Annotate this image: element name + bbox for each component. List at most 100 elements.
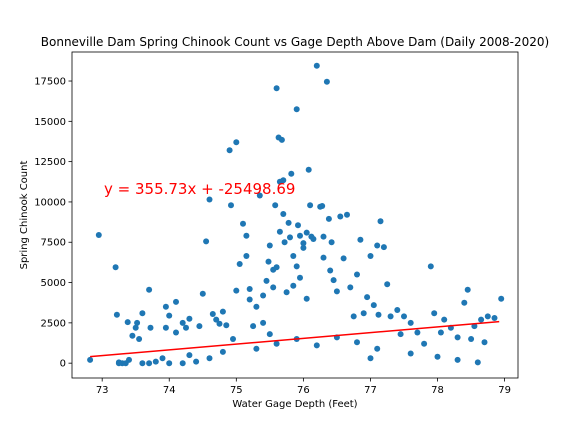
data-point — [310, 236, 317, 242]
data-point — [354, 271, 360, 278]
data-point — [285, 219, 292, 226]
data-point — [243, 253, 250, 259]
y-tick-label: 0 — [60, 359, 66, 370]
data-point — [377, 218, 384, 225]
data-point — [464, 286, 471, 293]
data-point — [303, 295, 310, 302]
data-point — [260, 292, 267, 299]
x-tick-label: 76 — [297, 385, 310, 396]
data-point — [280, 211, 287, 217]
data-point — [384, 281, 391, 288]
data-point — [146, 286, 153, 293]
y-tick-label: 7500 — [41, 238, 66, 249]
data-point — [300, 244, 307, 251]
data-point — [320, 233, 327, 240]
data-point — [283, 289, 290, 296]
data-point — [297, 232, 303, 239]
x-axis-label: Water Gage Depth (Feet) — [232, 399, 357, 410]
data-point — [146, 360, 153, 367]
data-point — [380, 244, 387, 251]
data-point — [357, 236, 364, 243]
data-point — [159, 355, 166, 362]
data-point — [270, 284, 277, 291]
data-point — [441, 316, 448, 323]
y-axis-ticks: 0 2500 5000 7500 10000 12500 15000 17500 — [34, 77, 72, 370]
data-point — [287, 234, 293, 241]
data-point — [434, 353, 441, 360]
data-point — [113, 311, 120, 318]
data-point — [243, 232, 250, 239]
data-point — [281, 239, 288, 246]
data-point — [246, 296, 253, 303]
data-point — [461, 299, 468, 306]
data-point — [132, 324, 139, 331]
data-point — [162, 303, 169, 310]
data-point — [278, 136, 285, 143]
data-point — [421, 340, 428, 347]
y-axis-label: Spring Chinook Count — [19, 161, 30, 270]
data-point — [414, 329, 421, 336]
data-point — [288, 170, 295, 177]
data-point — [213, 316, 220, 323]
data-point — [374, 242, 381, 249]
data-point — [407, 350, 414, 357]
data-point — [147, 324, 154, 331]
data-point — [375, 311, 382, 318]
data-point — [323, 78, 330, 85]
data-point — [139, 360, 146, 367]
data-point — [186, 352, 193, 359]
data-point — [265, 258, 272, 265]
data-point — [370, 302, 377, 309]
y-tick-label: 2500 — [41, 318, 66, 329]
plot-frame — [71, 51, 519, 379]
data-point — [219, 308, 226, 315]
data-point — [320, 254, 327, 261]
data-point — [193, 358, 200, 365]
data-point — [139, 310, 146, 317]
data-point — [330, 277, 337, 284]
data-point — [152, 358, 159, 365]
data-point — [290, 282, 297, 289]
data-point — [290, 253, 297, 259]
data-point — [183, 324, 189, 331]
data-point — [124, 319, 131, 326]
data-point — [307, 202, 314, 209]
data-point — [256, 192, 263, 199]
data-point — [203, 238, 210, 245]
data-point — [300, 240, 307, 247]
data-point — [325, 215, 332, 222]
data-point — [328, 239, 335, 246]
data-point — [474, 359, 481, 366]
data-point — [337, 213, 344, 220]
regression-equation: y = 355.73x + -25498.69 — [104, 180, 295, 198]
x-tick-label: 78 — [431, 385, 444, 396]
data-point — [374, 345, 381, 352]
y-tick-label: 15000 — [34, 117, 66, 128]
data-point — [223, 322, 230, 329]
data-point — [454, 356, 461, 363]
data-point — [273, 85, 280, 92]
data-point — [266, 242, 273, 249]
y-tick-label: 12500 — [34, 157, 66, 168]
data-point — [134, 319, 141, 326]
data-point — [360, 310, 367, 317]
data-point — [484, 313, 491, 320]
data-point — [293, 106, 300, 113]
data-point — [273, 340, 280, 347]
data-point — [95, 232, 102, 238]
data-point — [394, 307, 401, 313]
data-point — [431, 310, 438, 317]
data-point — [367, 253, 374, 259]
chart-title: Bonneville Dam Spring Chinook Count vs G… — [41, 35, 549, 49]
y-tick-label: 10000 — [34, 197, 66, 208]
data-point — [266, 331, 273, 338]
data-point — [228, 202, 234, 209]
data-point — [87, 356, 94, 363]
data-point — [115, 360, 122, 367]
data-point — [206, 196, 213, 203]
data-point — [295, 222, 301, 229]
data-point — [344, 211, 350, 218]
data-point — [272, 202, 279, 209]
data-point — [250, 323, 257, 330]
